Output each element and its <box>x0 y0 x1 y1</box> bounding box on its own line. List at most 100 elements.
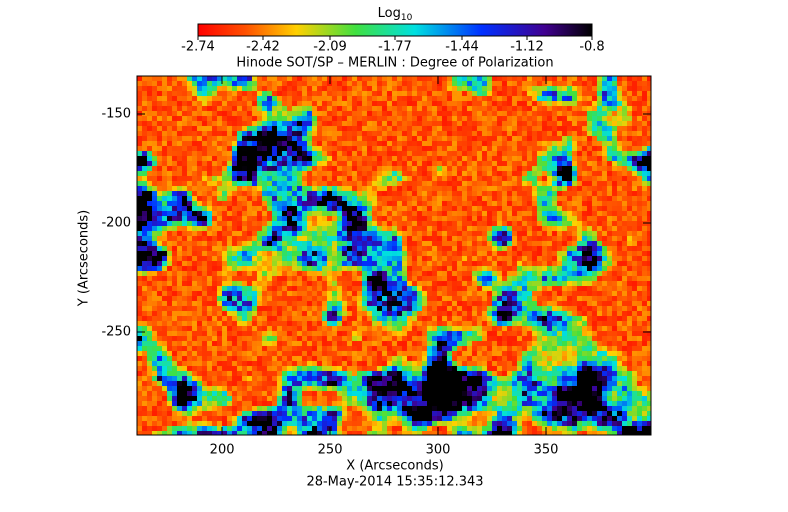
image-cell <box>432 271 437 276</box>
image-cell <box>467 116 472 121</box>
image-cell <box>187 96 192 101</box>
image-cell <box>227 306 232 311</box>
image-cell <box>432 126 437 131</box>
image-cell <box>187 81 192 86</box>
image-cell <box>432 241 437 246</box>
image-cell <box>287 261 292 266</box>
image-cell <box>422 196 427 201</box>
image-cell <box>572 221 577 226</box>
image-cell <box>632 186 637 191</box>
image-cell <box>247 241 252 246</box>
image-cell <box>227 296 232 301</box>
image-cell <box>272 311 277 316</box>
image-cell <box>502 121 507 126</box>
image-cell <box>207 256 212 261</box>
image-cell <box>247 306 252 311</box>
image-cell <box>332 161 337 166</box>
image-cell <box>367 136 372 141</box>
image-cell <box>647 251 651 256</box>
image-cell <box>302 96 307 101</box>
image-cell <box>167 216 172 221</box>
image-cell <box>432 276 437 281</box>
image-cell <box>527 166 532 171</box>
image-cell <box>307 146 312 151</box>
image-cell <box>427 216 432 221</box>
image-cell <box>592 241 597 246</box>
image-cell <box>142 216 147 221</box>
image-cell <box>582 186 587 191</box>
image-cell <box>457 251 462 256</box>
image-cell <box>362 186 367 191</box>
image-cell <box>372 156 377 161</box>
image-cell <box>552 151 557 156</box>
image-cell <box>622 231 627 236</box>
image-cell <box>347 176 352 181</box>
image-cell <box>422 156 427 161</box>
image-cell <box>602 271 607 276</box>
image-cell <box>412 296 417 301</box>
image-cell <box>297 251 302 256</box>
image-cell <box>147 111 152 116</box>
image-cell <box>332 86 337 91</box>
image-cell <box>147 301 152 306</box>
image-cell <box>182 96 187 101</box>
image-cell <box>602 106 607 111</box>
image-cell <box>522 146 527 151</box>
image-cell <box>642 141 647 146</box>
image-cell <box>142 196 147 201</box>
image-cell <box>532 111 537 116</box>
image-cell <box>517 76 522 81</box>
image-cell <box>492 196 497 201</box>
image-cell <box>587 251 592 256</box>
image-cell <box>232 246 237 251</box>
image-cell <box>557 176 562 181</box>
image-cell <box>607 261 612 266</box>
image-cell <box>152 221 157 226</box>
image-cell <box>582 206 587 211</box>
image-cell <box>312 86 317 91</box>
image-cell <box>292 231 297 236</box>
image-cell <box>352 221 357 226</box>
image-cell <box>417 106 422 111</box>
image-cell <box>447 166 452 171</box>
image-cell <box>497 216 502 221</box>
image-cell <box>347 221 352 226</box>
image-cell <box>267 116 272 121</box>
image-cell <box>392 311 397 316</box>
image-cell <box>347 151 352 156</box>
image-cell <box>437 171 442 176</box>
image-cell <box>312 281 317 286</box>
image-cell <box>597 171 602 176</box>
image-cell <box>442 291 447 296</box>
image-cell <box>602 291 607 296</box>
image-cell <box>462 216 467 221</box>
image-cell <box>602 166 607 171</box>
image-cell <box>592 181 597 186</box>
image-cell <box>582 146 587 151</box>
image-cell <box>312 101 317 106</box>
image-cell <box>492 146 497 151</box>
image-cell <box>392 231 397 236</box>
image-cell <box>547 121 552 126</box>
image-cell <box>412 106 417 111</box>
image-cell <box>642 236 647 241</box>
image-cell <box>562 166 567 171</box>
image-cell <box>342 286 347 291</box>
image-cell <box>322 166 327 171</box>
image-cell <box>167 131 172 136</box>
image-cell <box>622 211 627 216</box>
image-cell <box>587 141 592 146</box>
image-cell <box>182 136 187 141</box>
image-cell <box>147 211 152 216</box>
image-cell <box>507 246 512 251</box>
image-cell <box>437 276 442 281</box>
image-cell <box>292 206 297 211</box>
image-cell <box>177 106 182 111</box>
image-cell <box>557 221 562 226</box>
image-cell <box>202 306 207 311</box>
image-cell <box>562 161 567 166</box>
image-cell <box>142 126 147 131</box>
image-cell <box>332 116 337 121</box>
image-cell <box>437 261 442 266</box>
image-cell <box>542 256 547 261</box>
